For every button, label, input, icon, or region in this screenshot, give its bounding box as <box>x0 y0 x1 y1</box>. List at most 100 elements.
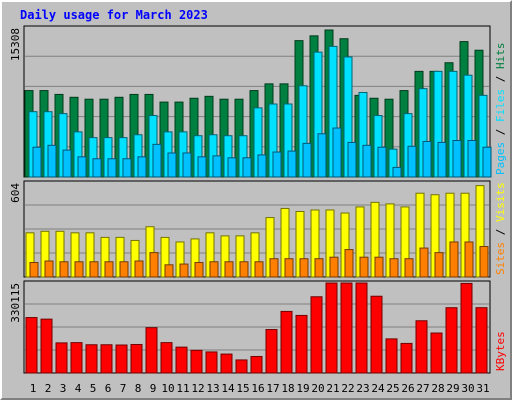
y-max-label-bottom: 330115 <box>9 283 22 323</box>
legend-entry: KBytes <box>494 331 507 371</box>
bar-kbytes-day-13 <box>205 351 218 374</box>
legend-middle: Sites / Visits <box>494 182 507 275</box>
bar-pages-day-9 <box>152 143 162 178</box>
series-sites <box>25 185 485 278</box>
bar-kbytes-day-31 <box>475 307 488 374</box>
bar-pages-day-31 <box>482 146 492 178</box>
bar-pages-day-13 <box>212 155 222 178</box>
bar-pages-day-3 <box>62 149 72 178</box>
bar-pages-day-29 <box>452 140 462 178</box>
bar-visits-day-10 <box>164 264 174 278</box>
x-tick-label: 25 <box>386 382 399 395</box>
bar-pages-day-7 <box>122 158 132 178</box>
chart-legends: Pages / Files / Hits Sites / Visits KBytes <box>494 43 507 372</box>
x-tick-label: 8 <box>135 382 142 395</box>
x-tick-label: 6 <box>105 382 112 395</box>
x-tick-label: 18 <box>281 382 294 395</box>
legend-separator: / <box>494 222 507 242</box>
bar-kbytes-day-29 <box>445 307 458 374</box>
bar-kbytes-day-10 <box>160 342 173 374</box>
bar-visits-day-4 <box>74 261 84 278</box>
y-max-label-middle: 604 <box>9 183 22 203</box>
bar-kbytes-day-27 <box>415 320 428 374</box>
bar-kbytes-day-12 <box>190 349 203 374</box>
series-visits <box>29 241 489 278</box>
x-tick-label: 1 <box>30 382 37 395</box>
bar-pages-day-1 <box>32 146 42 178</box>
bar-pages-day-24 <box>377 146 387 178</box>
legend-top: Pages / Files / Hits <box>494 43 507 176</box>
bar-kbytes-day-9 <box>145 327 158 374</box>
x-tick-label: 17 <box>266 382 279 395</box>
bar-pages-day-6 <box>107 158 117 178</box>
panel-bottom: 330115 <box>9 280 491 374</box>
legend-entry: Visits <box>494 182 507 222</box>
bar-visits-day-13 <box>209 261 219 278</box>
x-tick-label: 29 <box>446 382 459 395</box>
x-tick-label: 4 <box>75 382 82 395</box>
bar-kbytes-day-18 <box>280 310 293 374</box>
bar-visits-day-19 <box>299 258 309 278</box>
x-tick-label: 30 <box>461 382 474 395</box>
bar-kbytes-day-14 <box>220 353 233 374</box>
legend-separator: / <box>494 122 507 142</box>
bar-pages-day-30 <box>467 140 477 178</box>
bar-kbytes-day-7 <box>115 344 128 374</box>
bar-visits-day-21 <box>329 256 339 278</box>
bar-pages-day-19 <box>302 142 312 178</box>
x-tick-label: 11 <box>176 382 189 395</box>
series-pages <box>32 127 492 178</box>
bar-pages-day-17 <box>272 151 282 178</box>
panel-top: 15308 <box>9 25 492 178</box>
legend-entry: Sites <box>494 242 507 275</box>
bar-pages-day-20 <box>317 133 327 178</box>
x-tick-label: 10 <box>161 382 174 395</box>
bar-visits-day-2 <box>44 260 54 278</box>
legend-entry: Hits <box>494 43 507 70</box>
x-tick-label: 7 <box>120 382 127 395</box>
x-tick-label: 22 <box>341 382 354 395</box>
bar-visits-day-30 <box>464 241 474 278</box>
bar-kbytes-day-11 <box>175 346 188 374</box>
bar-kbytes-day-28 <box>430 332 443 374</box>
bar-visits-day-11 <box>179 263 189 278</box>
panel-middle: 604 <box>9 180 491 278</box>
x-tick-label: 28 <box>431 382 444 395</box>
bar-kbytes-day-6 <box>100 344 113 374</box>
x-tick-label: 14 <box>221 382 235 395</box>
bar-visits-day-28 <box>434 252 444 278</box>
x-tick-label: 20 <box>311 382 324 395</box>
bar-visits-day-16 <box>254 261 264 278</box>
legend-bottom: KBytes <box>494 331 507 371</box>
bar-pages-day-8 <box>137 156 147 178</box>
x-tick-label: 23 <box>356 382 369 395</box>
bar-kbytes-day-5 <box>85 344 98 374</box>
y-max-label-top: 15308 <box>9 28 22 61</box>
bar-visits-day-8 <box>134 260 144 278</box>
bar-kbytes-day-15 <box>235 359 248 374</box>
bar-pages-day-12 <box>197 156 207 178</box>
bar-pages-day-22 <box>347 141 357 178</box>
x-tick-label: 9 <box>150 382 157 395</box>
bar-kbytes-day-4 <box>70 342 83 374</box>
bar-pages-day-27 <box>422 140 432 178</box>
chart-panels: 15308 604 330115 <box>9 25 492 374</box>
x-tick-label: 15 <box>236 382 249 395</box>
x-tick-label: 16 <box>251 382 264 395</box>
bar-pages-day-25 <box>392 166 402 178</box>
bar-kbytes-day-30 <box>460 282 473 374</box>
bar-visits-day-6 <box>104 261 114 278</box>
bar-pages-day-26 <box>407 145 417 178</box>
x-tick-label: 5 <box>90 382 97 395</box>
bar-kbytes-day-21 <box>325 282 338 374</box>
bar-visits-day-26 <box>404 258 414 278</box>
series-kbytes <box>25 282 488 374</box>
bar-visits-day-12 <box>194 262 204 278</box>
x-tick-label: 2 <box>45 382 52 395</box>
bar-visits-day-23 <box>359 256 369 278</box>
x-tick-label: 26 <box>401 382 414 395</box>
x-tick-label: 19 <box>296 382 309 395</box>
bar-pages-day-21 <box>332 127 342 178</box>
bar-visits-day-25 <box>389 258 399 278</box>
